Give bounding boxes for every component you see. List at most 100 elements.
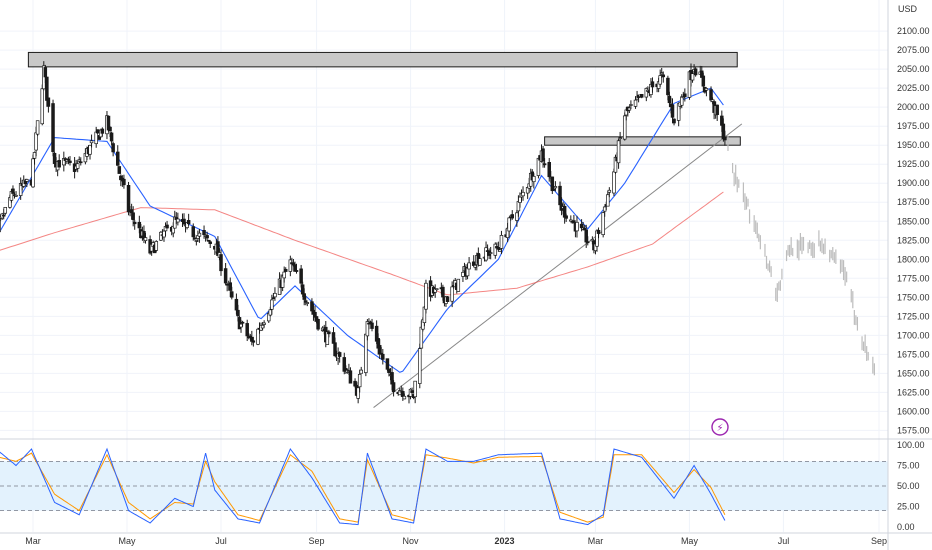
candle-body bbox=[680, 96, 684, 106]
candle-body bbox=[515, 212, 519, 221]
candle-body bbox=[268, 309, 273, 316]
oscillator-tick-label: 75.00 bbox=[897, 460, 920, 470]
candle-body bbox=[66, 158, 71, 161]
price-tick-label: 1825.00 bbox=[897, 235, 930, 245]
candle-body bbox=[715, 104, 719, 115]
candles bbox=[0, 61, 727, 404]
candle-body bbox=[1, 214, 6, 217]
candle-body bbox=[659, 72, 664, 75]
drawing-zones[interactable] bbox=[27, 51, 741, 146]
candle-body bbox=[441, 286, 445, 298]
price-tick-label: 1850.00 bbox=[897, 216, 930, 226]
candle-body bbox=[633, 99, 638, 107]
candle-body bbox=[79, 161, 83, 164]
candle-body bbox=[162, 230, 166, 238]
candle-body bbox=[558, 185, 562, 206]
candle-body bbox=[359, 369, 363, 374]
time-tick-label: Nov bbox=[403, 536, 420, 546]
candle-body bbox=[402, 395, 407, 400]
candle-body bbox=[387, 368, 391, 373]
candle-body bbox=[282, 271, 286, 279]
candle-body bbox=[690, 73, 695, 81]
price-tick-label: 1650.00 bbox=[897, 368, 930, 378]
candle-body bbox=[194, 240, 199, 242]
candle-body bbox=[154, 241, 159, 251]
candle-body bbox=[401, 391, 405, 397]
candle-body bbox=[666, 77, 670, 96]
candle-body bbox=[219, 254, 223, 272]
candle-body bbox=[370, 322, 374, 329]
candle-body bbox=[658, 75, 662, 85]
candle-body bbox=[510, 214, 514, 219]
candle-body bbox=[43, 67, 48, 78]
candle-body bbox=[434, 288, 439, 291]
oscillator-pane bbox=[0, 438, 932, 526]
candle-body bbox=[704, 88, 709, 91]
candle-body bbox=[670, 104, 675, 118]
candle-body bbox=[498, 249, 502, 252]
price-tick-label: 1775.00 bbox=[897, 273, 930, 283]
candle-body bbox=[693, 68, 698, 76]
candle-body bbox=[424, 282, 428, 310]
candle-body bbox=[271, 297, 276, 300]
candle-body bbox=[602, 206, 607, 212]
grid bbox=[0, 0, 888, 532]
candle-body bbox=[208, 241, 212, 244]
candle-body bbox=[701, 75, 706, 87]
candle-body bbox=[683, 93, 687, 98]
candle-body bbox=[304, 300, 308, 303]
moving-averages bbox=[0, 87, 724, 373]
candle-body bbox=[310, 301, 314, 312]
candle-body bbox=[191, 226, 196, 238]
candle-body bbox=[129, 209, 134, 214]
trendline-layer[interactable] bbox=[373, 123, 743, 408]
candle-body bbox=[251, 340, 256, 343]
candle-body bbox=[613, 156, 618, 173]
price-tick-label: 1925.00 bbox=[897, 159, 930, 169]
candle-body bbox=[256, 328, 260, 345]
candle-body bbox=[467, 262, 471, 270]
price-tick-label: 2075.00 bbox=[897, 45, 930, 55]
oscillator-k-line bbox=[0, 447, 726, 526]
candle-body bbox=[316, 319, 320, 330]
candle-body bbox=[230, 291, 234, 298]
price-tick-label: 1675.00 bbox=[897, 349, 930, 359]
candle-body bbox=[11, 188, 15, 194]
candle-body bbox=[32, 152, 37, 159]
candle-body bbox=[165, 224, 169, 229]
oscillator-tick-label: 100.00 bbox=[897, 440, 925, 450]
candle-body bbox=[606, 194, 610, 207]
alert-badge[interactable]: ⚡ bbox=[711, 418, 729, 436]
candle-body bbox=[541, 148, 545, 162]
candle-body bbox=[622, 115, 627, 140]
candle-body bbox=[493, 243, 498, 256]
candle-body bbox=[499, 235, 504, 249]
candle-body bbox=[381, 353, 385, 360]
candle-body bbox=[516, 201, 521, 212]
candle-body bbox=[131, 212, 135, 221]
candle-body bbox=[616, 140, 621, 164]
candle-body bbox=[710, 99, 715, 102]
candle-body bbox=[14, 194, 18, 197]
oscillator-tick-label: 25.00 bbox=[897, 502, 920, 512]
candle-body bbox=[579, 223, 584, 229]
candle-body bbox=[413, 380, 417, 398]
candle-body bbox=[236, 309, 240, 317]
candle-body bbox=[126, 184, 131, 213]
candle-body bbox=[473, 264, 478, 268]
candle-body bbox=[193, 237, 197, 240]
candle-body bbox=[117, 166, 122, 174]
candle-body bbox=[283, 268, 288, 272]
candle-body bbox=[234, 298, 239, 311]
time-tick-label: Mar bbox=[25, 536, 41, 546]
candle-body bbox=[553, 186, 558, 189]
candle-body bbox=[629, 104, 633, 106]
price-tick-label: 2050.00 bbox=[897, 64, 930, 74]
candle-body bbox=[484, 247, 488, 261]
support-zone bbox=[544, 136, 741, 146]
candle-body bbox=[584, 229, 588, 243]
candle-body bbox=[299, 268, 303, 284]
price-tick-label: 1875.00 bbox=[897, 197, 930, 207]
candle-body bbox=[197, 232, 202, 237]
